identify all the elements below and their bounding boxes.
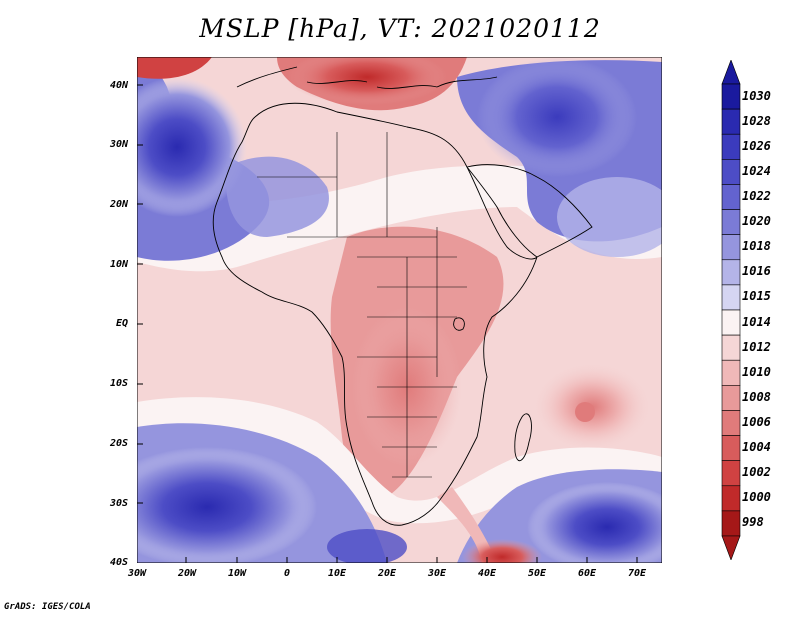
lon-label-20w: 20W xyxy=(177,568,197,579)
colorbar-swatch xyxy=(721,410,741,436)
colorbar-level-label: 1006 xyxy=(742,415,771,429)
colorbar-level-label: 1026 xyxy=(742,138,771,153)
lon-label-0: 0 xyxy=(283,568,291,579)
colorbar-level-label: 1028 xyxy=(742,113,771,128)
map-title: MSLP [hPa], VT: 2021020112 xyxy=(199,14,601,43)
lon-label-20e: 20E xyxy=(377,568,397,579)
colorbar-arrow-bottom xyxy=(721,535,741,560)
colorbar-swatch xyxy=(721,234,741,261)
arabia-coastline xyxy=(466,164,593,258)
inland-borders xyxy=(257,132,467,478)
colorbar-level-label: 1022 xyxy=(742,189,771,203)
low-centre-mediterranean xyxy=(287,49,447,105)
colorbar-level-label: 1018 xyxy=(742,239,771,254)
high-centre-southwest xyxy=(327,529,407,565)
lake-victoria xyxy=(453,317,465,331)
lon-label-30e: 30E xyxy=(427,568,447,579)
colorbar-swatch xyxy=(721,184,741,210)
colorbar-swatch xyxy=(721,108,741,135)
colorbar-level-label: 1012 xyxy=(742,339,771,354)
low-centre-indian-ocean xyxy=(575,402,595,422)
high-centre-south-indian xyxy=(527,482,687,572)
pressure-map xyxy=(97,49,687,575)
lon-label-70e: 70E xyxy=(627,568,647,579)
colorbar-level-label: 1030 xyxy=(742,88,771,103)
colorbar-level-label: 998 xyxy=(742,515,764,530)
map-panel xyxy=(97,49,687,575)
colorbar-level-label: 1000 xyxy=(742,490,771,505)
lon-label-50e: 50E xyxy=(527,568,547,579)
lon-label-10e: 10E xyxy=(327,568,347,579)
field-low-northwest xyxy=(137,57,212,79)
lon-label-40e: 40E xyxy=(477,568,497,579)
colorbar-swatch xyxy=(721,159,741,185)
field-1014-south xyxy=(137,397,662,524)
colorbar-level-label: 1016 xyxy=(742,264,771,279)
colorbar-swatch xyxy=(721,460,741,487)
colorbar-swatch xyxy=(721,133,741,160)
colorbar-swatch xyxy=(721,334,741,361)
lon-label-60e: 60E xyxy=(577,568,597,579)
field-high-sahara xyxy=(226,156,329,237)
lat-label-eq: EQ xyxy=(115,318,128,329)
colorbar-level-label: 1010 xyxy=(742,364,771,379)
colorbar-level-label: 1008 xyxy=(742,389,771,404)
high-centre-south-atlantic xyxy=(97,447,317,567)
colorbar-swatch xyxy=(721,485,741,512)
lat-label-40s: 40S xyxy=(109,557,128,568)
lat-label-20s: 20S xyxy=(109,438,128,449)
colorbar-swatch xyxy=(721,309,741,336)
colorbar-swatch xyxy=(721,284,741,311)
lon-label-30w: 30W xyxy=(127,568,147,579)
colorbar xyxy=(721,60,741,560)
colorbar-arrow-top xyxy=(721,60,741,85)
lat-label-30s: 30S xyxy=(109,498,128,509)
madagascar-coastline xyxy=(514,413,532,462)
colorbar-swatch xyxy=(721,359,741,386)
colorbar-level-label: 1024 xyxy=(742,163,771,178)
high-centre-asia xyxy=(477,57,637,177)
lat-label-40n: 40N xyxy=(109,80,128,91)
colorbar-swatch xyxy=(721,510,741,537)
colorbar-swatch xyxy=(721,385,741,411)
colorbar-level-label: 1015 xyxy=(742,289,771,304)
colorbar-swatch xyxy=(721,435,741,461)
coastlines xyxy=(212,66,593,526)
field-high-arabian-sea xyxy=(557,177,677,257)
colorbar-swatch xyxy=(721,259,741,286)
colorbar-swatch xyxy=(721,209,741,235)
lon-label-10w: 10W xyxy=(227,568,247,579)
lat-label-20n: 20N xyxy=(109,199,128,210)
colorbar-swatch xyxy=(721,83,741,110)
grads-credit: GrADS: IGES/COLA xyxy=(4,602,91,612)
lat-label-30n: 30N xyxy=(109,139,128,150)
europe-coastline xyxy=(236,66,498,89)
colorbar-level-label: 1004 xyxy=(742,440,771,455)
high-centre-atlantic xyxy=(107,77,247,217)
lat-label-10n: 10N xyxy=(109,259,128,270)
colorbar-level-label: 1020 xyxy=(742,214,771,229)
colorbar-level-label: 1014 xyxy=(742,314,771,329)
colorbar-level-label: 1002 xyxy=(742,465,771,480)
axis-ticks xyxy=(137,84,638,563)
lat-label-10s: 10S xyxy=(109,378,128,389)
